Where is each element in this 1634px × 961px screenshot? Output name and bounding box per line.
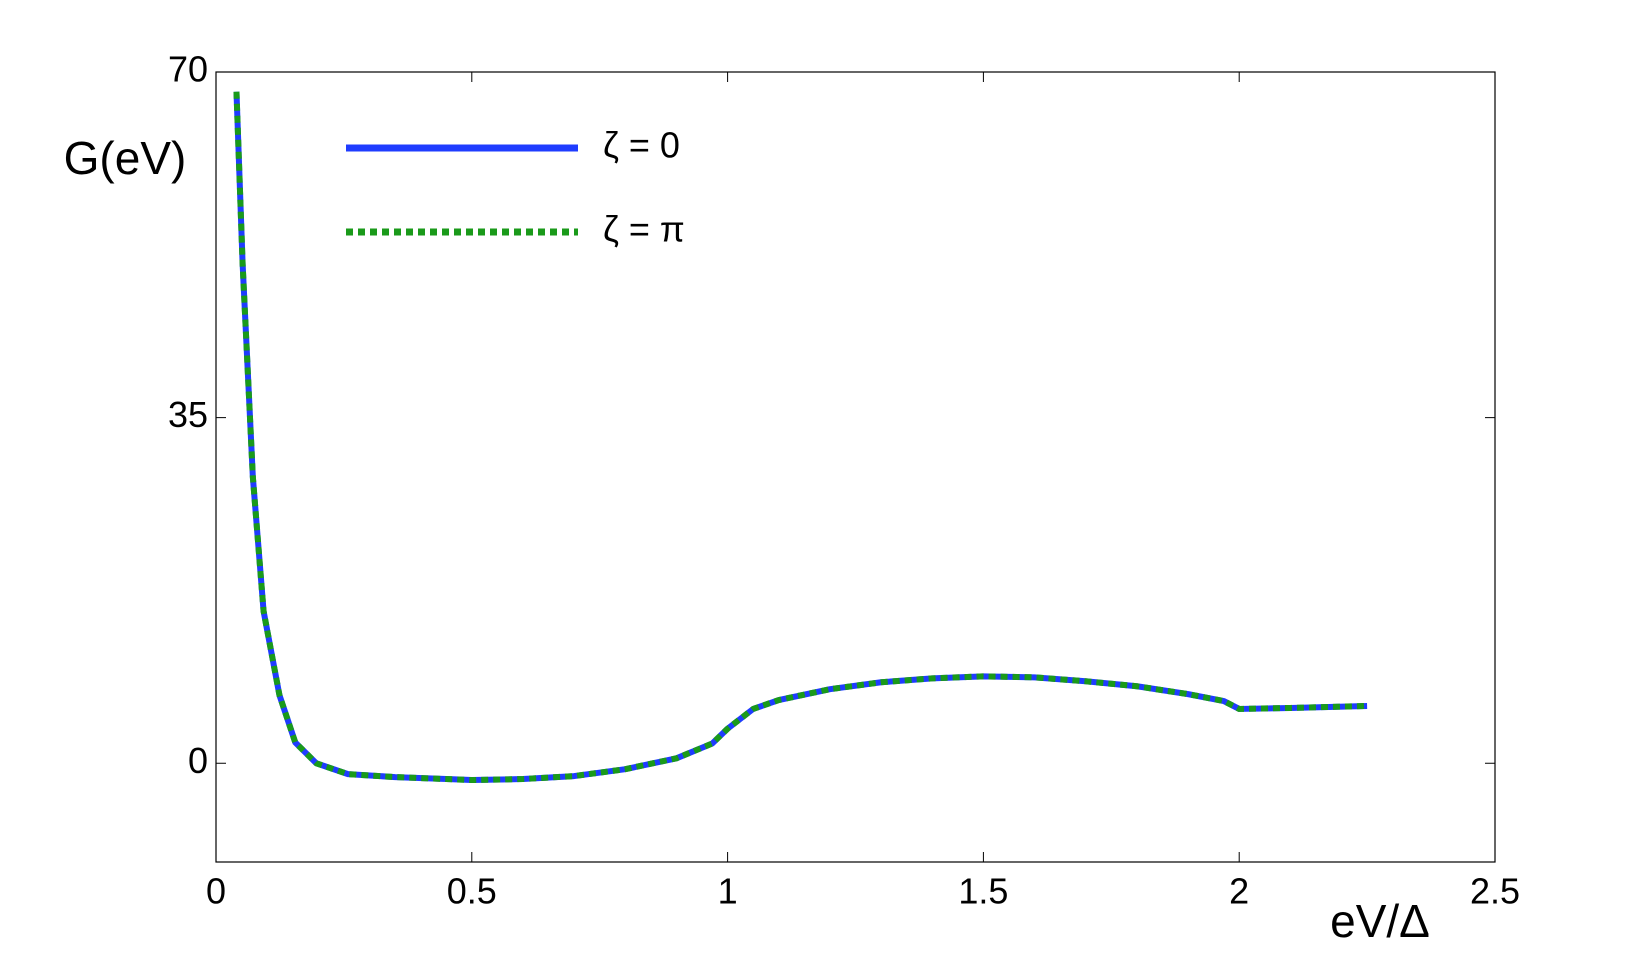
x-tick-label: 2 [1229, 871, 1249, 912]
x-tick-label: 0.5 [447, 871, 497, 912]
x-tick-label: 1 [718, 871, 738, 912]
y-tick-label: 35 [168, 394, 208, 435]
y-axis-label: G(eV) [64, 132, 187, 184]
legend-label: ζ = 0 [603, 125, 680, 166]
legend-label: ζ = π [603, 209, 685, 250]
x-tick-label: 0 [206, 871, 226, 912]
x-axis-label: eV/Δ [1330, 895, 1430, 947]
x-tick-label: 2.5 [1470, 871, 1520, 912]
plot-frame [215, 71, 1496, 863]
y-tick-label: 70 [168, 49, 208, 90]
x-tick-label: 1.5 [958, 871, 1008, 912]
y-tick-label: 0 [188, 740, 208, 781]
data-line [233, 91, 1368, 784]
data-line [233, 91, 1368, 784]
